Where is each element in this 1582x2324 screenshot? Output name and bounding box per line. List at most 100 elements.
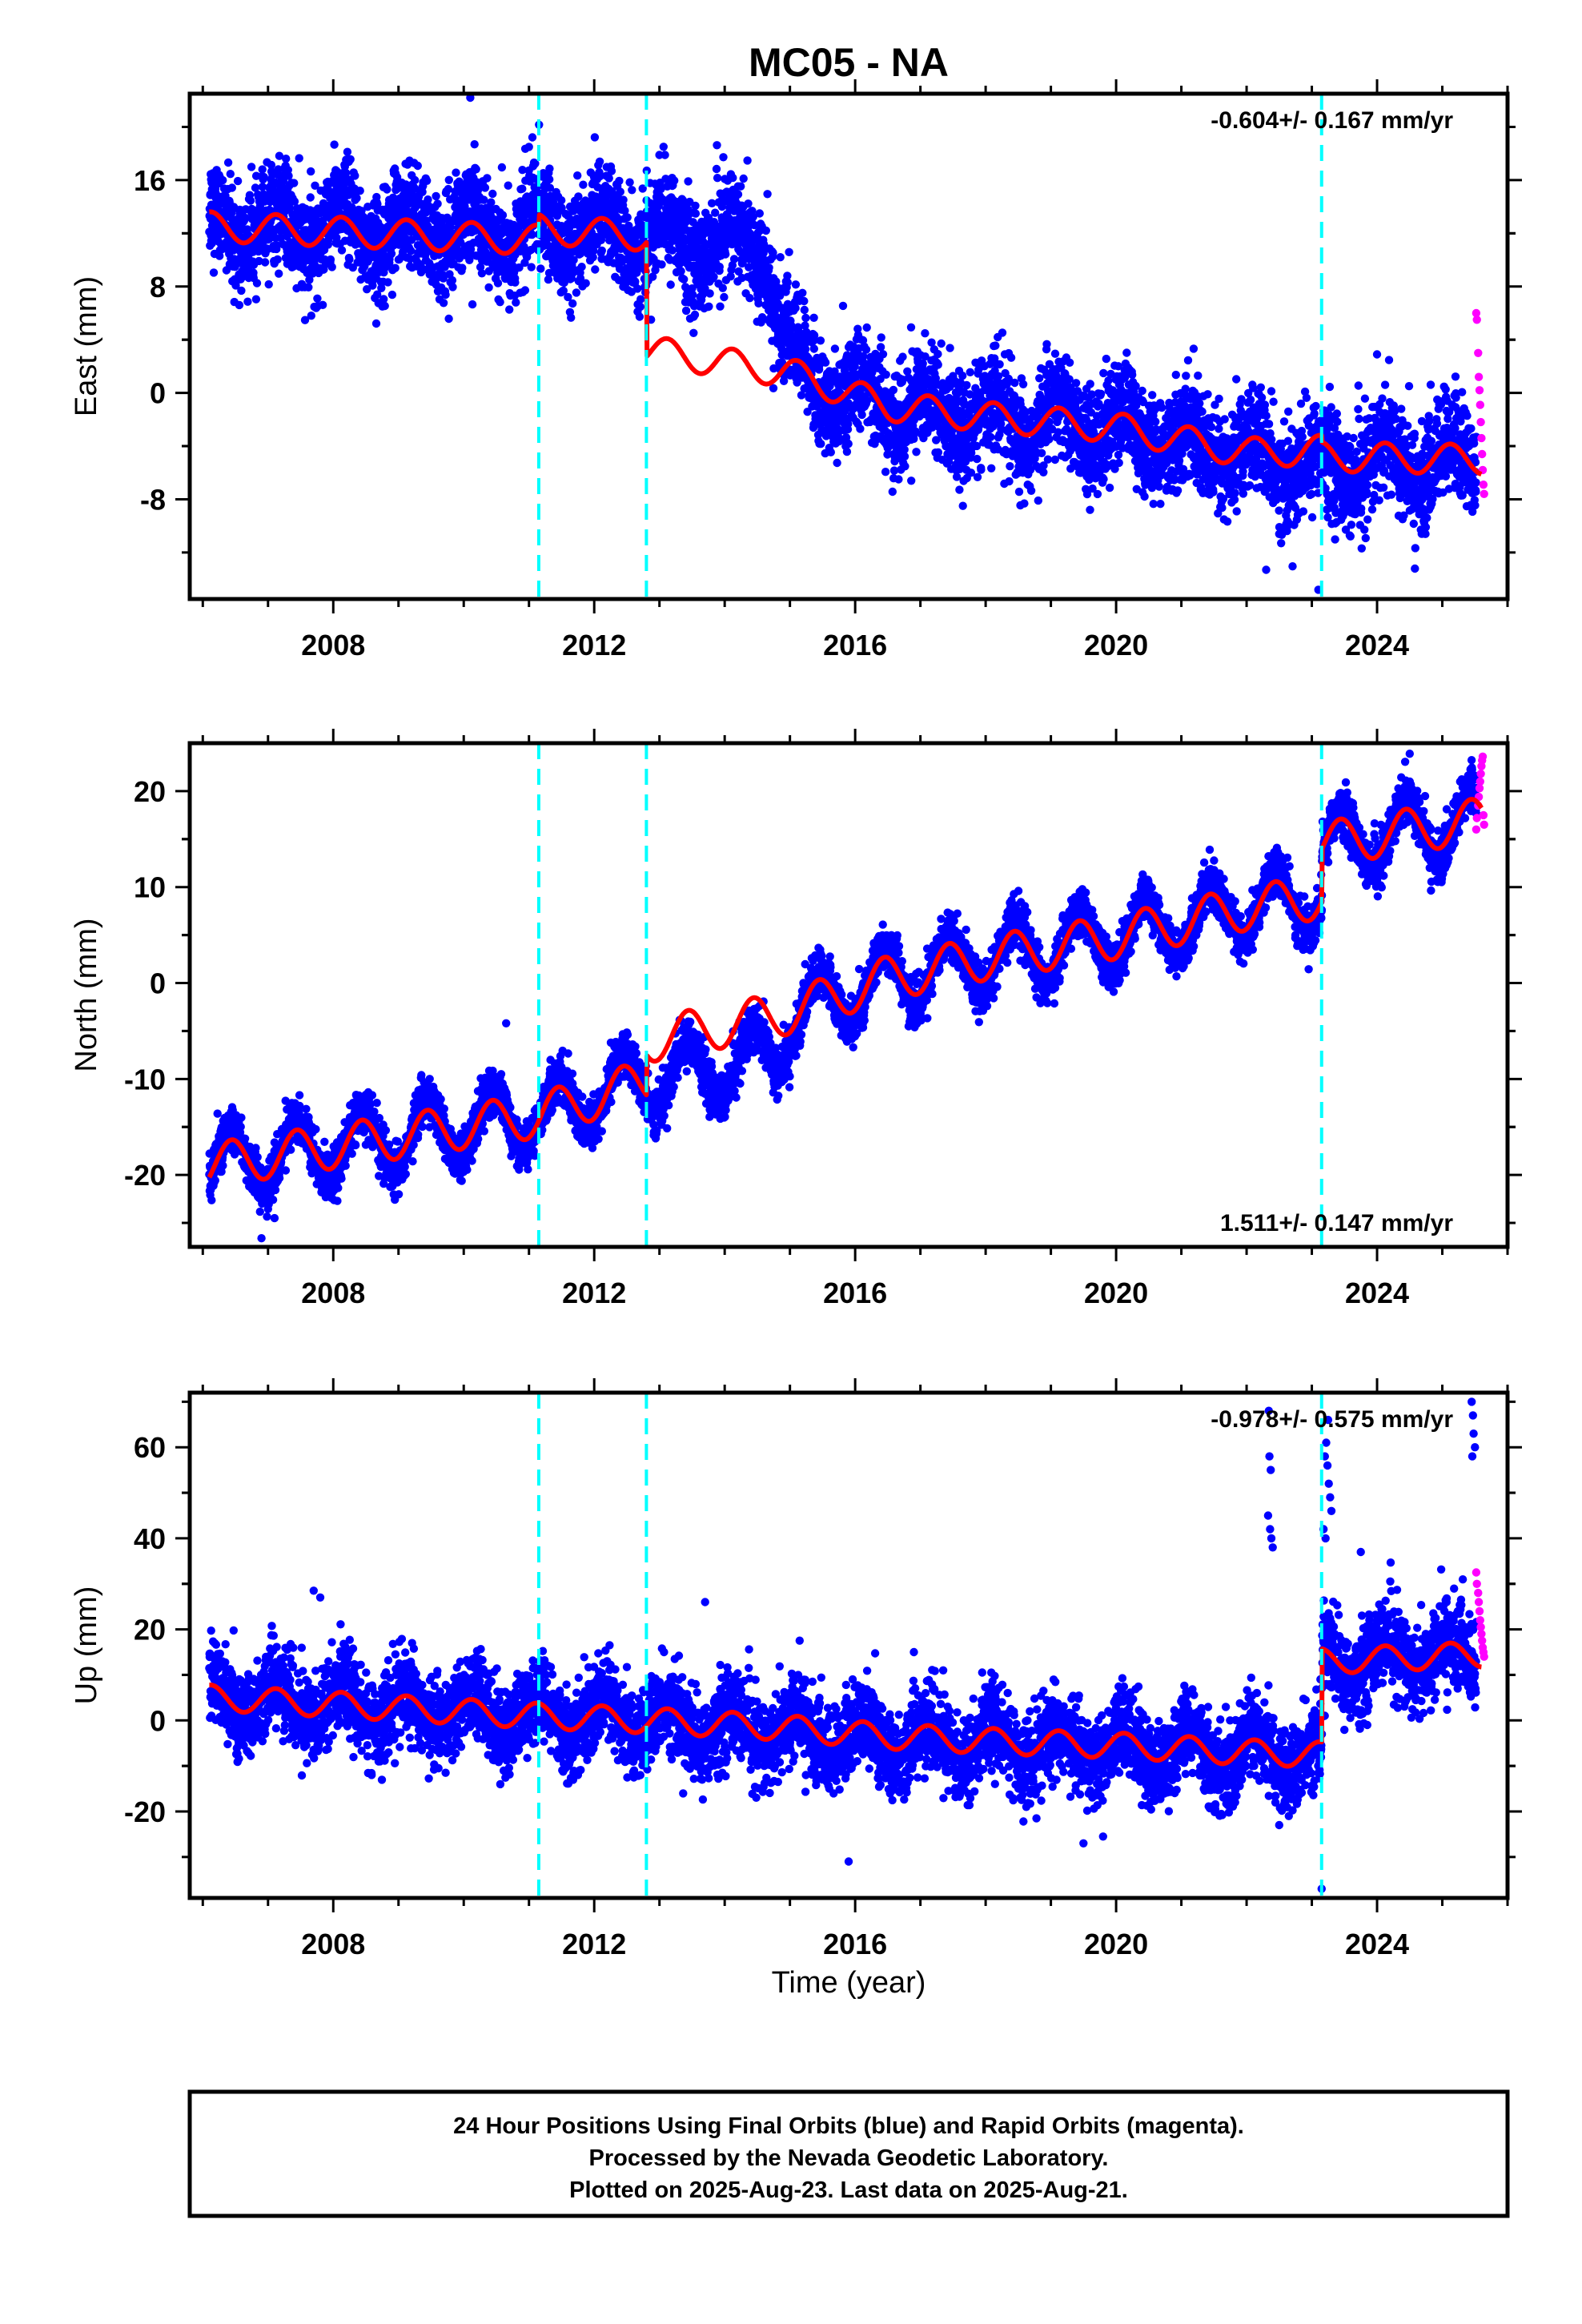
east-final-point [715, 263, 724, 271]
east-final-point [567, 313, 576, 322]
east-final-point [1128, 370, 1137, 380]
east-final-point [657, 260, 666, 269]
east-final-point [275, 269, 283, 278]
east-final-point [383, 185, 391, 194]
east-final-point [1093, 489, 1102, 499]
east-final-point [515, 263, 524, 272]
east-final-point [306, 193, 315, 202]
east-final-point [209, 268, 219, 277]
east-final-point [986, 432, 995, 441]
east-final-point [351, 171, 359, 180]
east-final-point [801, 313, 810, 323]
east-final-point [1010, 378, 1019, 388]
east-final-point [557, 203, 566, 212]
east-final-point [898, 352, 907, 361]
east-final-point [739, 174, 748, 183]
east-final-point [761, 226, 770, 235]
east-final-point [659, 143, 668, 151]
east-final-point [1006, 353, 1016, 362]
east-final-point [900, 452, 909, 461]
east-final-point [711, 208, 720, 217]
east-final-point [1045, 435, 1054, 444]
east-final-point [1065, 358, 1074, 367]
east-final-point [709, 272, 718, 281]
east-final-point [744, 199, 753, 208]
east-final-point [290, 179, 299, 187]
east-final-point [391, 263, 400, 272]
east-final-point [273, 255, 282, 264]
east-final-point [313, 294, 322, 303]
east-final-point [227, 183, 236, 192]
east-final-point [995, 360, 1004, 369]
east-final-point [894, 475, 903, 484]
east-final-point [267, 160, 276, 170]
east-final-point [876, 343, 885, 352]
east-final-point [219, 175, 227, 185]
east-final-point [496, 298, 504, 307]
east-final-point [371, 319, 381, 328]
east-final-point [737, 182, 745, 191]
east-final-point [458, 263, 467, 272]
east-final-point [716, 302, 725, 311]
east-final-point [493, 279, 503, 287]
east-final-point [290, 197, 299, 206]
east-final-point [341, 168, 351, 178]
east-final-point [729, 255, 739, 263]
east-final-point [955, 485, 964, 494]
east-final-point [1050, 349, 1060, 358]
east-final-point [973, 472, 982, 481]
east-final-point [800, 296, 809, 306]
east-final-point [545, 183, 555, 192]
east-final-point [705, 302, 713, 311]
east-final-point [407, 247, 416, 255]
east-final-point [545, 175, 554, 184]
east-final-point [285, 203, 294, 212]
east-final-point [721, 250, 730, 259]
east-final-point [755, 209, 764, 218]
east-final-point [608, 187, 616, 196]
east-final-point [233, 176, 243, 186]
east-final-point [958, 372, 967, 380]
east-final-point [1099, 368, 1108, 378]
east-final-point [1122, 348, 1131, 357]
east-final-point [729, 173, 737, 183]
east-final-point [327, 263, 336, 271]
east-final-point [377, 283, 386, 292]
east-final-point [470, 140, 479, 149]
east-final-point [633, 284, 642, 293]
east-final-point [1043, 455, 1053, 464]
east-final-point [456, 238, 465, 247]
east-final-point [379, 295, 388, 304]
east-final-point [817, 440, 825, 448]
east-final-point [888, 487, 897, 497]
east-final-point [593, 183, 602, 191]
east-final-point [597, 246, 606, 255]
east-final-point [690, 310, 700, 320]
east-final-point [801, 344, 810, 354]
east-final-point [576, 274, 585, 283]
east-final-point [511, 278, 520, 287]
east-final-point [444, 175, 453, 184]
east-final-point [684, 177, 693, 186]
east-final-point [460, 202, 469, 211]
east-final-point [809, 344, 818, 353]
east-final-point [383, 278, 392, 287]
east-final-point [615, 176, 624, 186]
east-final-point [326, 255, 335, 264]
east-final-point [279, 176, 288, 185]
east-final-point [1099, 475, 1108, 484]
east-final-point [282, 155, 291, 163]
east-final-point [718, 283, 727, 292]
east-final-point [528, 133, 537, 142]
east-final-point [387, 249, 396, 258]
east-final-point [733, 190, 743, 199]
east-final-point [477, 269, 487, 278]
east-final-point [661, 151, 669, 159]
chart-title: MC05 - NA [749, 40, 949, 85]
east-final-point [484, 283, 493, 292]
east-final-point [497, 163, 507, 172]
east-final-point [934, 349, 942, 359]
east-final-point [934, 448, 943, 457]
east-final-point [411, 175, 420, 185]
